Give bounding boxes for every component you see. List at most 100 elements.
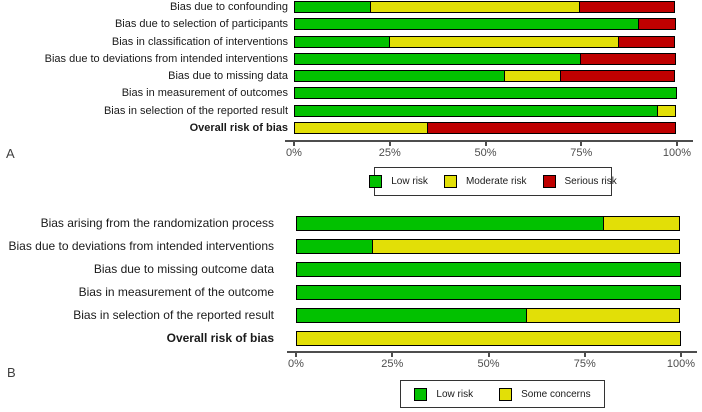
bar-segment-low-risk [296, 262, 681, 277]
bar-segment-low-risk [296, 308, 527, 323]
axis-tick [388, 142, 391, 146]
category-label: Bias due to deviations from intended int… [44, 52, 288, 65]
legend-swatch-serious-risk [542, 175, 556, 188]
chart-row: Overall risk of bias [0, 122, 677, 135]
bar-segment-low-risk [294, 52, 582, 65]
panel-b-legend: Low risk Some concerns [400, 380, 605, 408]
stacked-bar [294, 104, 677, 117]
chart-row: Bias in classification of interventions [0, 35, 677, 48]
bar-segment-serious-risk [617, 35, 675, 48]
bar-segment-moderate-risk [294, 122, 429, 135]
stacked-bar [294, 18, 677, 31]
bar-segment-some-concerns [603, 216, 680, 231]
bar-segment-low-risk [294, 70, 505, 83]
bar-segment-moderate-risk [503, 70, 562, 83]
axis-tick-label: 25% [381, 358, 404, 370]
bar-segment-some-concerns [526, 308, 680, 323]
axis-tick-label: 50% [477, 358, 500, 370]
chart-row: Bias in selection of the reported result [0, 104, 677, 117]
category-label: Bias due to deviations from intended int… [8, 239, 275, 253]
category-label: Bias in selection of the reported result [103, 104, 288, 117]
legend-swatch-low-risk [369, 175, 383, 188]
chart-row: Bias due to missing outcome data [0, 262, 681, 277]
bar-segment-low-risk [294, 87, 677, 100]
bar-segment-low-risk [294, 1, 371, 13]
axis-tick-label: 75% [570, 147, 593, 159]
bar-segment-low-risk [296, 216, 604, 231]
stacked-bar [296, 308, 681, 323]
stacked-bar [296, 216, 681, 231]
bar-segment-moderate-risk [388, 35, 619, 48]
category-label: Overall risk of bias [166, 331, 274, 345]
legend-swatch-some-concerns [499, 387, 513, 401]
bar-segment-low-risk [294, 35, 390, 48]
axis-tick-label: 100% [662, 147, 692, 159]
axis-tick-label: 75% [573, 358, 596, 370]
chart-row: Bias in selection of the reported result [0, 308, 681, 323]
chart-row: Bias due to selection of participants [0, 18, 677, 31]
stacked-bar [294, 35, 677, 48]
stacked-bar [294, 1, 677, 13]
axis-tick [391, 353, 394, 357]
legend-label: Serious risk [564, 176, 617, 187]
stacked-bar [296, 262, 681, 277]
legend-swatch-low-risk [414, 387, 428, 401]
bar-segment-serious-risk [580, 52, 676, 65]
axis-tick-label: 100% [666, 358, 696, 370]
category-label: Bias arising from the randomization proc… [40, 216, 274, 230]
bar-segment-some-concerns [296, 331, 681, 346]
axis-tick-label: 25% [378, 147, 401, 159]
axis-tick-label: 50% [474, 147, 497, 159]
axis-tick [580, 142, 583, 146]
category-label: Bias in measurement of outcomes [121, 87, 288, 100]
legend-label: Some concerns [521, 388, 591, 400]
axis-tick [295, 353, 297, 357]
bar-segment-moderate-risk [369, 1, 581, 13]
panel-b-bars: Bias arising from the randomization proc… [0, 216, 681, 354]
bar-segment-low-risk [294, 104, 658, 117]
category-label: Bias due to missing outcome data [93, 262, 274, 276]
panel-a-legend: Low risk Moderate risk Serious risk [369, 167, 617, 196]
axis-tick [680, 353, 682, 357]
legend-swatch-moderate-risk [443, 175, 457, 188]
chart-row: Bias due to deviations from intended int… [0, 239, 681, 254]
panel-b-rob2-chart: Bias arising from the randomization proc… [0, 205, 702, 412]
chart-row: Bias due to deviations from intended int… [0, 52, 677, 65]
panel-b-letter: B [7, 365, 16, 380]
axis-tick [583, 353, 586, 357]
axis-tick [487, 353, 490, 357]
panel-a-letter: A [6, 146, 15, 161]
legend-label: Low risk [391, 176, 428, 187]
panel-a-x-axis: 0% 25% 50% 75% 100% [285, 140, 693, 162]
stacked-bar [296, 285, 681, 300]
chart-row: Bias in measurement of the outcome [0, 285, 681, 300]
axis-tick-label: 0% [288, 358, 304, 370]
legend-item-low-risk: Low risk [414, 387, 474, 401]
category-label: Bias in selection of the reported result [73, 308, 274, 322]
category-label: Bias in classification of interventions [111, 35, 288, 48]
axis-tick [676, 142, 678, 146]
panel-a-robins-chart: Bias due to confounding Bias due to selec… [0, 0, 702, 200]
axis-tick [484, 142, 487, 146]
stacked-bar [296, 331, 681, 346]
bar-segment-low-risk [296, 285, 681, 300]
chart-row: Bias arising from the randomization proc… [0, 216, 681, 231]
legend-label: Low risk [436, 388, 474, 400]
bar-segment-serious-risk [427, 122, 676, 135]
bar-segment-low-risk [296, 239, 373, 254]
legend-item-some-concerns: Some concerns [499, 387, 591, 401]
category-label: Overall risk of bias [189, 122, 288, 135]
chart-row: Bias due to confounding [0, 1, 677, 13]
stacked-bar [294, 87, 677, 100]
bar-segment-serious-risk [579, 1, 675, 13]
axis-tick [293, 142, 295, 146]
stacked-bar [296, 239, 681, 254]
stacked-bar [294, 52, 677, 65]
panel-b-x-axis: 0% 25% 50% 75% 100% [287, 351, 697, 373]
legend-item-serious-risk: Serious risk [542, 175, 617, 188]
axis-tick-label: 0% [286, 147, 302, 159]
chart-row: Bias due to missing data [0, 70, 677, 83]
stacked-bar [294, 70, 677, 83]
category-label: Bias due to missing data [168, 70, 288, 83]
